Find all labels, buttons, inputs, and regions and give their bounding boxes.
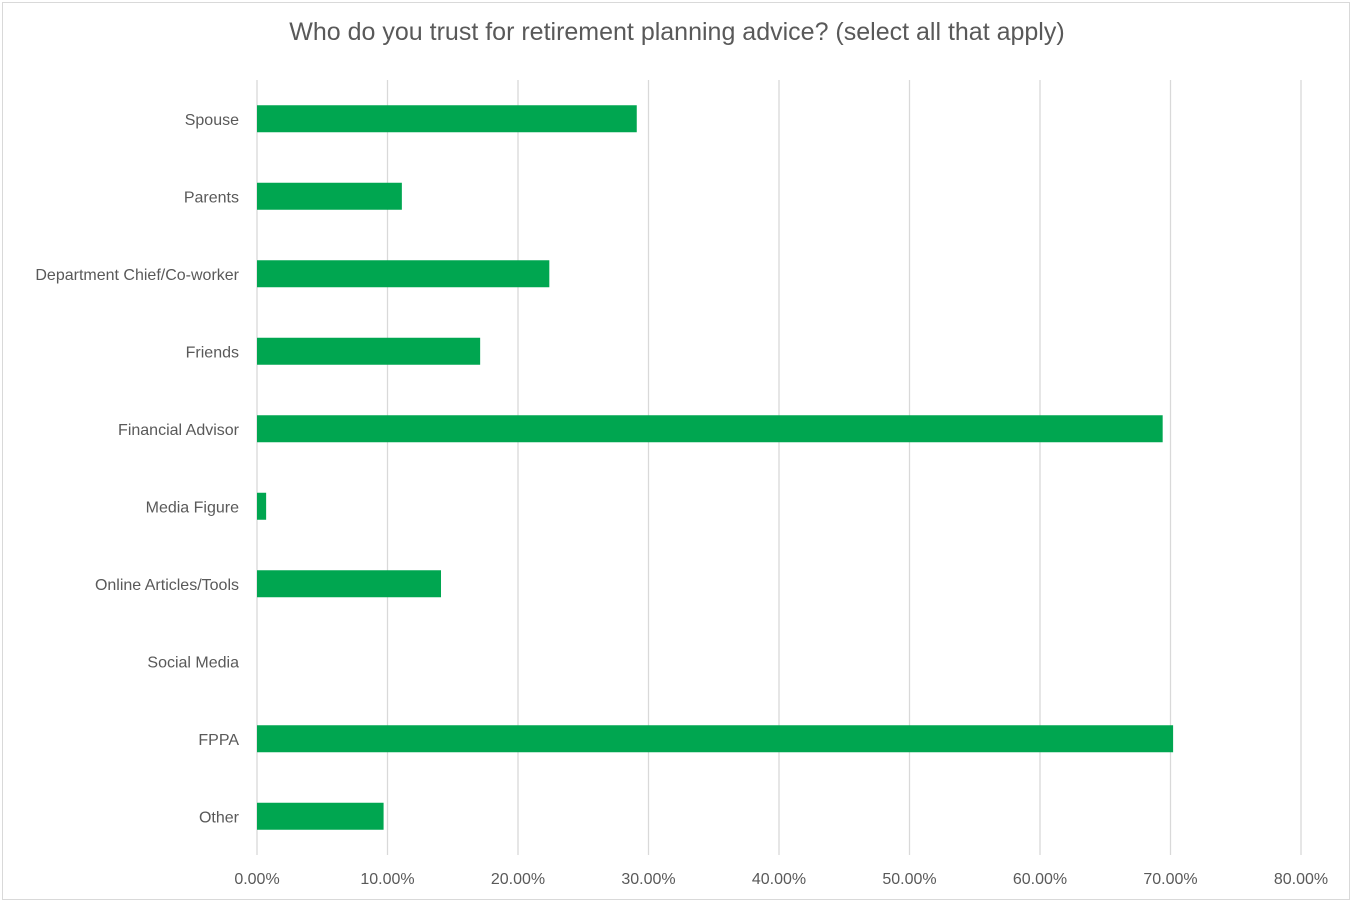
x-tick-label: 20.00% xyxy=(491,871,545,888)
bar xyxy=(257,415,1163,443)
bar xyxy=(257,570,442,598)
category-label: Media Figure xyxy=(146,499,239,516)
category-label: Online Articles/Tools xyxy=(95,577,239,594)
x-tick-label: 30.00% xyxy=(621,871,675,888)
x-tick-label: 50.00% xyxy=(882,871,936,888)
x-tick-label: 10.00% xyxy=(360,871,414,888)
x-tick-label: 40.00% xyxy=(752,871,806,888)
category-label: Spouse xyxy=(185,112,239,129)
bar xyxy=(257,725,1174,753)
x-tick-label: 0.00% xyxy=(234,871,279,888)
category-label: Social Media xyxy=(147,654,239,671)
bar xyxy=(257,182,402,210)
category-label: FPPA xyxy=(198,732,239,749)
x-tick-label: 70.00% xyxy=(1143,871,1197,888)
bar xyxy=(257,492,267,520)
bar xyxy=(257,260,550,288)
category-label: Financial Advisor xyxy=(118,422,240,439)
x-tick-label: 60.00% xyxy=(1013,871,1067,888)
bar xyxy=(257,802,384,830)
bar xyxy=(257,105,637,133)
category-label: Other xyxy=(199,809,240,826)
bar xyxy=(257,337,481,365)
category-label: Friends xyxy=(186,344,239,361)
category-label: Parents xyxy=(184,189,239,206)
chart-title: Who do you trust for retirement planning… xyxy=(289,18,1065,46)
x-tick-label: 80.00% xyxy=(1274,871,1328,888)
category-label: Department Chief/Co-worker xyxy=(35,267,239,284)
